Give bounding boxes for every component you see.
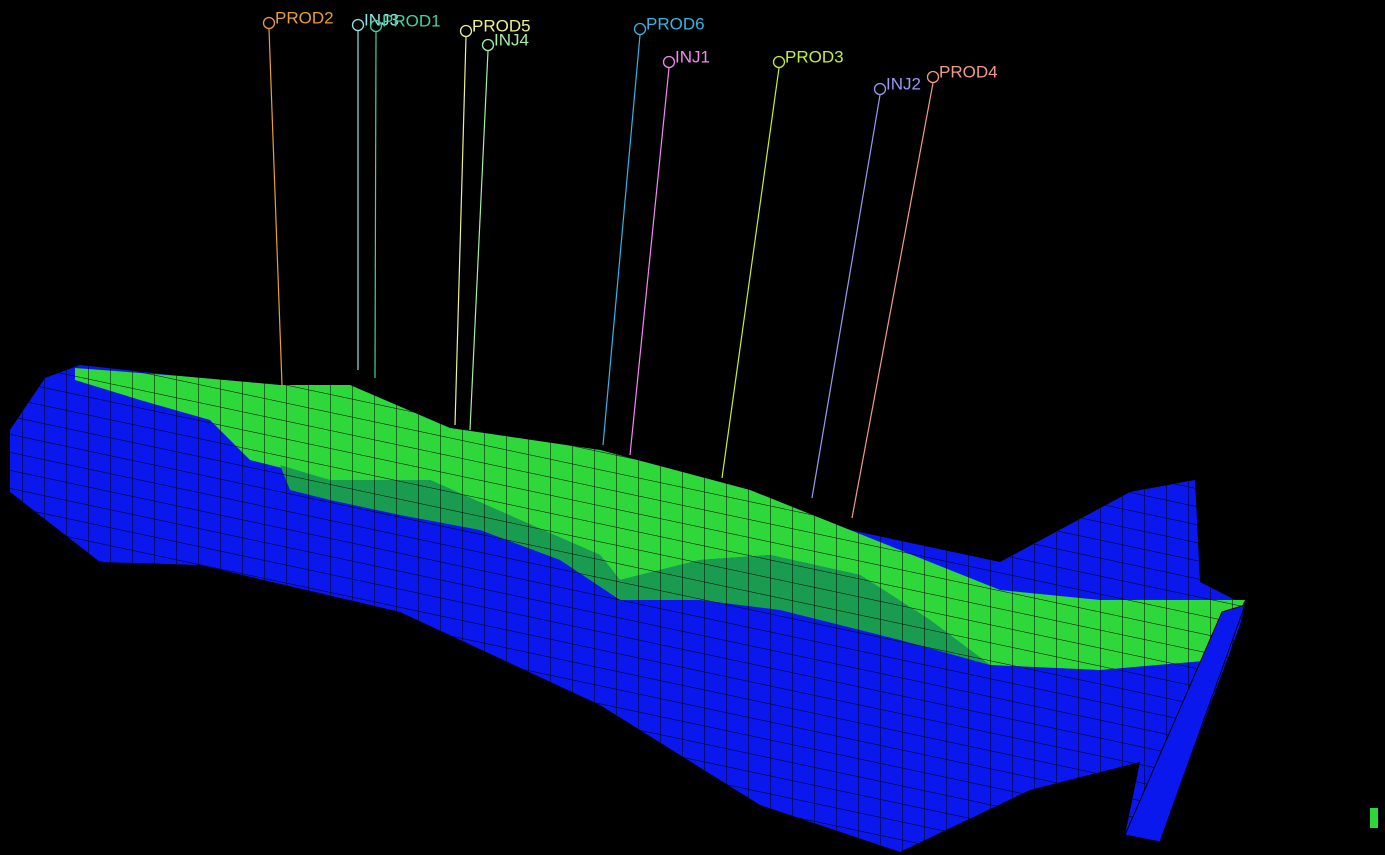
well-head [459, 24, 473, 38]
well-label: INJ2 [886, 74, 921, 93]
well-trajectory [811, 94, 881, 499]
well-label: PROD4 [939, 62, 998, 81]
end-panel [1124, 604, 1246, 843]
well-head [873, 82, 887, 96]
well-trajectory [629, 67, 670, 456]
well-trajectory [454, 36, 467, 426]
well-label: PROD1 [382, 11, 441, 30]
well-head [772, 55, 786, 69]
well-head [662, 55, 676, 69]
reservoir-grid [10, 365, 1245, 852]
well-trajectory [602, 34, 641, 446]
well-head [262, 16, 276, 30]
well-trajectory [851, 82, 934, 519]
well-head [481, 38, 495, 52]
well-trajectory [469, 50, 489, 431]
well-label: INJ3 [364, 10, 399, 29]
well-trajectory [721, 67, 780, 479]
well-head [926, 70, 940, 84]
well-label: PROD3 [785, 47, 844, 66]
well-trajectory [374, 31, 377, 379]
well-label: INJ4 [494, 30, 529, 49]
reservoir-model [10, 365, 1378, 852]
well-label: PROD5 [472, 16, 531, 35]
well-trajectory [268, 28, 283, 386]
well-label: PROD6 [646, 14, 705, 33]
well-head [351, 18, 365, 32]
well-label: PROD2 [275, 8, 334, 27]
axis-gizmo [1370, 808, 1378, 828]
well-head [369, 19, 383, 33]
well-head [633, 22, 647, 36]
well-label: INJ1 [675, 47, 710, 66]
